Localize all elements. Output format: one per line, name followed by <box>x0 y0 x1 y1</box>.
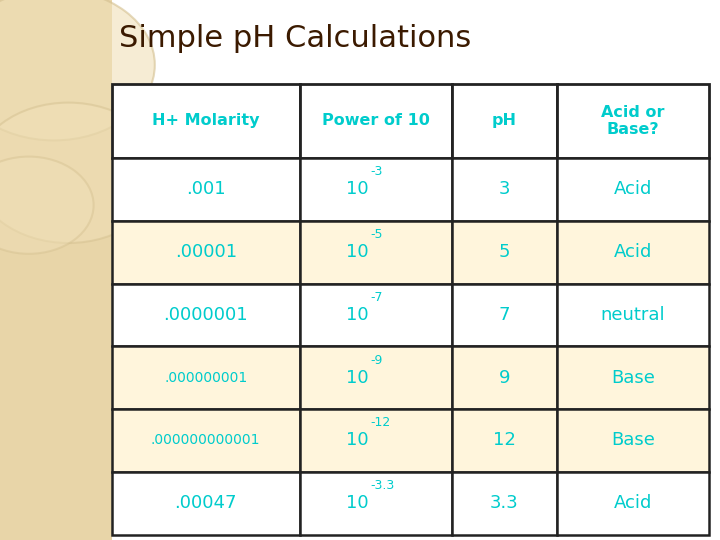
Text: Power of 10: Power of 10 <box>322 113 430 129</box>
Bar <box>557 84 709 158</box>
Text: Acid: Acid <box>614 494 652 512</box>
Text: .00001: .00001 <box>175 243 237 261</box>
Text: -7: -7 <box>370 291 383 304</box>
Text: Acid or
Base?: Acid or Base? <box>601 105 665 137</box>
Text: 7: 7 <box>499 306 510 324</box>
Bar <box>112 221 300 284</box>
Text: neutral: neutral <box>600 306 665 324</box>
Bar <box>452 221 557 284</box>
Bar <box>300 472 452 535</box>
Bar <box>557 284 709 346</box>
Bar <box>112 346 300 409</box>
Text: Simple pH Calculations: Simple pH Calculations <box>119 24 471 53</box>
Circle shape <box>0 103 162 243</box>
Text: 9: 9 <box>499 369 510 387</box>
Text: H+ Molarity: H+ Molarity <box>152 113 259 129</box>
Bar <box>452 346 557 409</box>
Text: 3.3: 3.3 <box>490 494 519 512</box>
Text: 10: 10 <box>346 306 369 324</box>
Bar <box>557 409 709 472</box>
Text: .00047: .00047 <box>174 494 237 512</box>
Bar <box>300 284 452 346</box>
Text: Acid: Acid <box>614 243 652 261</box>
Text: 10: 10 <box>346 494 369 512</box>
Bar <box>112 284 300 346</box>
Circle shape <box>0 0 155 140</box>
Text: pH: pH <box>492 113 517 129</box>
Text: 10: 10 <box>346 180 369 199</box>
Bar <box>452 158 557 221</box>
Bar <box>557 472 709 535</box>
Text: 3: 3 <box>499 180 510 199</box>
Bar <box>300 221 452 284</box>
Text: Base: Base <box>611 431 655 449</box>
Bar <box>300 346 452 409</box>
Text: Base: Base <box>611 369 655 387</box>
Bar <box>300 158 452 221</box>
Text: 10: 10 <box>346 431 369 449</box>
Bar <box>300 84 452 158</box>
Text: .000000001: .000000001 <box>164 371 248 384</box>
Text: -9: -9 <box>370 354 382 367</box>
Text: .0000001: .0000001 <box>163 306 248 324</box>
Bar <box>452 409 557 472</box>
Bar <box>0 0 112 540</box>
Text: 10: 10 <box>346 369 369 387</box>
Bar <box>557 346 709 409</box>
Text: 5: 5 <box>499 243 510 261</box>
Circle shape <box>0 157 94 254</box>
Text: Acid: Acid <box>614 180 652 199</box>
Bar <box>112 84 300 158</box>
Text: 12: 12 <box>493 431 516 449</box>
Text: .001: .001 <box>186 180 225 199</box>
Text: 10: 10 <box>346 243 369 261</box>
Bar <box>112 472 300 535</box>
Bar <box>452 284 557 346</box>
Text: .000000000001: .000000000001 <box>151 434 261 448</box>
Bar <box>300 409 452 472</box>
Bar <box>112 158 300 221</box>
Text: -5: -5 <box>370 228 383 241</box>
Bar <box>452 472 557 535</box>
Text: -3.3: -3.3 <box>370 479 395 492</box>
Bar <box>452 84 557 158</box>
Bar <box>557 158 709 221</box>
Text: -3: -3 <box>370 165 382 178</box>
Bar <box>112 409 300 472</box>
Bar <box>557 221 709 284</box>
Text: -12: -12 <box>370 416 390 429</box>
